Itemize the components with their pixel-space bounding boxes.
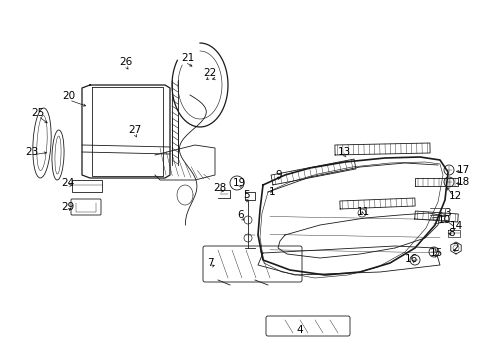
Text: 28: 28 xyxy=(213,183,226,193)
Text: 8: 8 xyxy=(448,228,454,238)
Text: 16: 16 xyxy=(404,254,417,264)
Text: 14: 14 xyxy=(448,221,462,231)
Text: 2: 2 xyxy=(452,243,458,253)
Text: 19: 19 xyxy=(232,178,245,188)
Text: 25: 25 xyxy=(31,108,44,118)
Text: 6: 6 xyxy=(237,210,244,220)
Text: 29: 29 xyxy=(61,202,75,212)
Text: 21: 21 xyxy=(181,53,194,63)
Text: 1: 1 xyxy=(268,187,275,197)
Text: 13: 13 xyxy=(337,147,350,157)
Text: 10: 10 xyxy=(437,215,449,225)
Text: 9: 9 xyxy=(275,170,282,180)
Text: 3: 3 xyxy=(443,208,449,218)
Text: 18: 18 xyxy=(455,177,468,187)
Text: 24: 24 xyxy=(61,178,75,188)
Text: 27: 27 xyxy=(128,125,142,135)
Text: 15: 15 xyxy=(428,248,442,258)
Text: 23: 23 xyxy=(25,147,39,157)
Text: 26: 26 xyxy=(119,57,132,67)
Text: 7: 7 xyxy=(206,258,213,268)
Text: 20: 20 xyxy=(62,91,76,101)
Text: 17: 17 xyxy=(455,165,468,175)
Text: 5: 5 xyxy=(243,190,250,200)
Text: 12: 12 xyxy=(447,191,461,201)
Text: 4: 4 xyxy=(296,325,303,335)
Text: 22: 22 xyxy=(203,68,216,78)
Text: 11: 11 xyxy=(356,207,369,217)
Bar xyxy=(72,180,102,192)
